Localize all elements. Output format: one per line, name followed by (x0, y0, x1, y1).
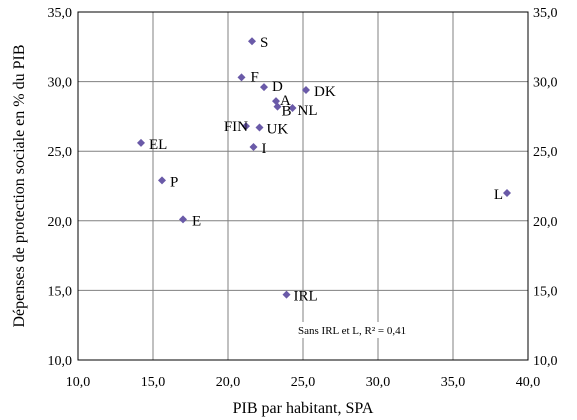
point-label-e: E (192, 213, 201, 229)
data-point-d (260, 83, 268, 92)
point-label-a: A (280, 93, 291, 109)
y-tick-label-left: 30,0 (48, 76, 73, 91)
data-points (137, 37, 511, 299)
data-point-p (158, 176, 166, 185)
data-point-l (503, 188, 511, 197)
y-tick-labels-left: 10,0 15,0 20,0 25,0 30,0 35,0 (48, 6, 73, 369)
y-tick-label-left: 10,0 (48, 354, 73, 369)
point-label-f: F (251, 69, 259, 85)
point-label-uk: UK (267, 122, 289, 138)
y-tick-label-right: 10,0 (533, 354, 558, 369)
y-tick-label-right: 20,0 (533, 215, 558, 230)
data-point-irl (282, 290, 291, 299)
y-tick-label-right: 25,0 (533, 145, 558, 160)
point-label-fin: FIN (224, 119, 248, 135)
x-tick-label: 35,0 (441, 375, 466, 390)
r-squared-annotation: Sans IRL et L, R² = 0,41 (298, 325, 406, 337)
data-point-a (272, 97, 280, 106)
point-label-irl: IRL (294, 289, 318, 305)
y-tick-label-left: 20,0 (48, 215, 73, 230)
data-point-uk (255, 123, 264, 132)
point-label-p: P (170, 174, 178, 190)
data-point-el (137, 138, 145, 147)
y-tick-label-left: 15,0 (48, 284, 73, 299)
x-tick-label: 10,0 (66, 375, 91, 390)
data-point-f (237, 73, 246, 82)
x-tick-label: 40,0 (516, 375, 541, 390)
y-tick-label-right: 15,0 (533, 284, 558, 299)
y-tick-label-right: 35,0 (533, 6, 558, 21)
data-point-b (273, 102, 282, 111)
data-point-fin (242, 122, 250, 131)
x-axis-title: PIB par habitant, SPA (233, 400, 374, 417)
y-axis-title: Dépenses de protection sociale en % du P… (11, 44, 28, 327)
y-tick-label-right: 30,0 (533, 76, 558, 91)
x-tick-label: 20,0 (216, 375, 241, 390)
x-tick-labels: 10,0 15,0 20,0 25,0 30,0 35,0 40,0 (66, 375, 541, 390)
data-point-s (248, 37, 256, 46)
y-tick-labels-right: 10,0 15,0 20,0 25,0 30,0 35,0 (533, 6, 558, 369)
x-tick-label: 30,0 (366, 375, 391, 390)
point-label-d: D (272, 79, 283, 95)
point-label-el: EL (149, 137, 167, 153)
data-point-e (179, 215, 187, 224)
point-label-s: S (260, 35, 268, 51)
y-tick-label-left: 35,0 (48, 6, 73, 21)
point-label-l: L (494, 187, 503, 203)
point-label-b: B (282, 104, 292, 120)
data-point-i (249, 143, 258, 152)
point-label-i: I (262, 141, 267, 157)
grid-lines (78, 12, 528, 360)
x-tick-label: 25,0 (291, 375, 316, 390)
data-point-dk (302, 85, 310, 94)
y-tick-label-left: 25,0 (48, 145, 73, 160)
data-point-nl (288, 104, 297, 113)
x-tick-label: 15,0 (141, 375, 166, 390)
point-label-nl: NL (298, 103, 318, 119)
point-label-dk: DK (314, 84, 336, 100)
annotation-background (294, 322, 418, 338)
plot-frame (77, 11, 529, 361)
